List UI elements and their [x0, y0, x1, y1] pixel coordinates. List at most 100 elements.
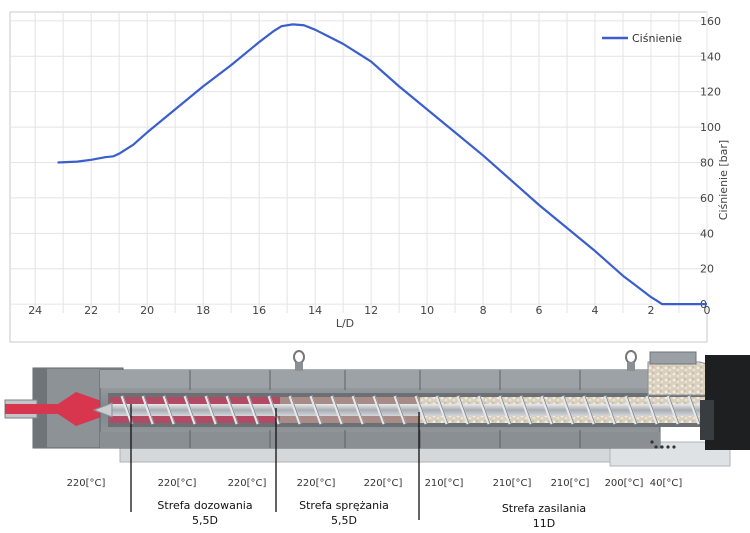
y-axis-label: Ciśnienie [bar]: [717, 140, 730, 220]
screw-flight-edge: [164, 395, 176, 425]
zone-label-dosing: Strefa dozowania 5,5D: [157, 499, 252, 527]
screw-flight-edge: [227, 395, 239, 425]
barrel-bottom-plate: [100, 432, 660, 448]
x-tick-label: 0: [704, 304, 711, 317]
screw-flight: [141, 395, 155, 425]
screw-flight: [414, 395, 428, 425]
zone-name: Strefa zasilania: [502, 502, 586, 515]
zone-length: 5,5D: [331, 514, 357, 527]
y-tick-label: 40: [700, 227, 714, 240]
screw-flight-edge: [143, 395, 155, 425]
x-tick-label: 14: [308, 304, 322, 317]
lifting-eye-icon: [293, 350, 305, 371]
screw-flight: [225, 395, 239, 425]
screw-flight-edge: [185, 395, 197, 425]
screw-flight-edge: [332, 395, 344, 425]
y-tick-label: 160: [700, 15, 721, 28]
screw-flight-edge: [437, 395, 449, 425]
barrel-top-plate: [100, 370, 660, 388]
zone-label-compression: Strefa sprężania 5,5D: [299, 499, 389, 527]
screw-flight-edge: [206, 395, 218, 425]
temperature-label: 220[°C]: [297, 478, 336, 489]
screw-flight: [393, 395, 407, 425]
x-tick-label: 20: [140, 304, 154, 317]
x-tick-label: 10: [420, 304, 434, 317]
screw-flight-edge: [458, 395, 470, 425]
screw-flight-edge: [290, 395, 302, 425]
screw-flight: [183, 395, 197, 425]
zone-length: 5,5D: [192, 514, 218, 527]
screw-flight: [561, 395, 575, 425]
x-tick-label: 6: [536, 304, 543, 317]
screw-flight-edge: [269, 395, 281, 425]
screw-flight: [582, 395, 596, 425]
screw-flight: [288, 395, 302, 425]
x-tick-label: 22: [84, 304, 98, 317]
temperature-label: 40[°C]: [650, 478, 683, 489]
screw-flight: [519, 395, 533, 425]
x-tick-labels: 24 22 20 18 16 14 12 10 8 6 4 2 0: [28, 304, 710, 317]
zone-label-feed: Strefa zasilania 11D: [502, 502, 586, 530]
screw-flight: [603, 395, 617, 425]
screw-flight-edge: [395, 395, 407, 425]
x-tick-label: 2: [648, 304, 655, 317]
screw-flight-edge: [563, 395, 575, 425]
temperature-label: 220[°C]: [67, 478, 106, 489]
chart-plot-area: [9, 11, 708, 343]
screw-flight-edge: [668, 395, 680, 425]
zone-name: Strefa dozowania: [157, 499, 252, 512]
temperature-label: 210[°C]: [493, 478, 532, 489]
screw-flight-edge: [689, 395, 701, 425]
screw-flight: [162, 395, 176, 425]
y-tick-label: 100: [700, 121, 721, 134]
screw-flight: [456, 395, 470, 425]
temperature-labels: 220[°C] 220[°C] 220[°C] 220[°C] 220[°C] …: [67, 478, 683, 489]
screw-flight-edge: [521, 395, 533, 425]
screw-flight-edge: [311, 395, 323, 425]
zone-name: Strefa sprężania: [299, 499, 389, 512]
screw-tip: [92, 402, 113, 418]
drive-flange: [700, 400, 714, 440]
screw-flight: [330, 395, 344, 425]
temperature-label: 220[°C]: [158, 478, 197, 489]
nozzle-melt-channel: [5, 392, 110, 426]
screw-flight-edge: [647, 395, 659, 425]
screw-flights: [120, 395, 722, 425]
lifting-eye-icon: [625, 350, 637, 371]
screw-flight-edge: [248, 395, 260, 425]
screw-flight: [120, 395, 134, 425]
screw-flight: [309, 395, 323, 425]
temperature-label: 220[°C]: [364, 478, 403, 489]
x-tick-label: 12: [364, 304, 378, 317]
heater-band-dividers: [189, 370, 581, 448]
temperature-label: 220[°C]: [228, 478, 267, 489]
screw-flight: [540, 395, 554, 425]
screw-flight: [372, 395, 386, 425]
screw-flight-edge: [374, 395, 386, 425]
screw-flight-edge: [584, 395, 596, 425]
screw-flight: [666, 395, 680, 425]
screw-flight-edge: [353, 395, 365, 425]
chart-legend: Ciśnienie: [602, 32, 682, 45]
temperature-label: 210[°C]: [425, 478, 464, 489]
screw-flight-edge: [479, 395, 491, 425]
y-tick-label: 80: [700, 157, 714, 170]
screw-flight: [498, 395, 512, 425]
zone-length: 11D: [533, 517, 555, 530]
y-tick-label: 140: [700, 50, 721, 63]
x-tick-label: 16: [252, 304, 266, 317]
extruder-illustration: 220[°C] 220[°C] 220[°C] 220[°C] 220[°C] …: [4, 350, 750, 530]
hopper-frame: [649, 351, 697, 365]
x-tick-label: 4: [592, 304, 599, 317]
screw-flight: [435, 395, 449, 425]
screw-flight-edge: [416, 395, 428, 425]
screw-flight: [645, 395, 659, 425]
x-tick-label: 18: [196, 304, 210, 317]
screw-flight: [624, 395, 638, 425]
screw-flight-edge: [605, 395, 617, 425]
screw-flight: [204, 395, 218, 425]
temperature-label: 200[°C]: [605, 478, 644, 489]
screw-flight-edge: [500, 395, 512, 425]
screw-flight: [246, 395, 260, 425]
